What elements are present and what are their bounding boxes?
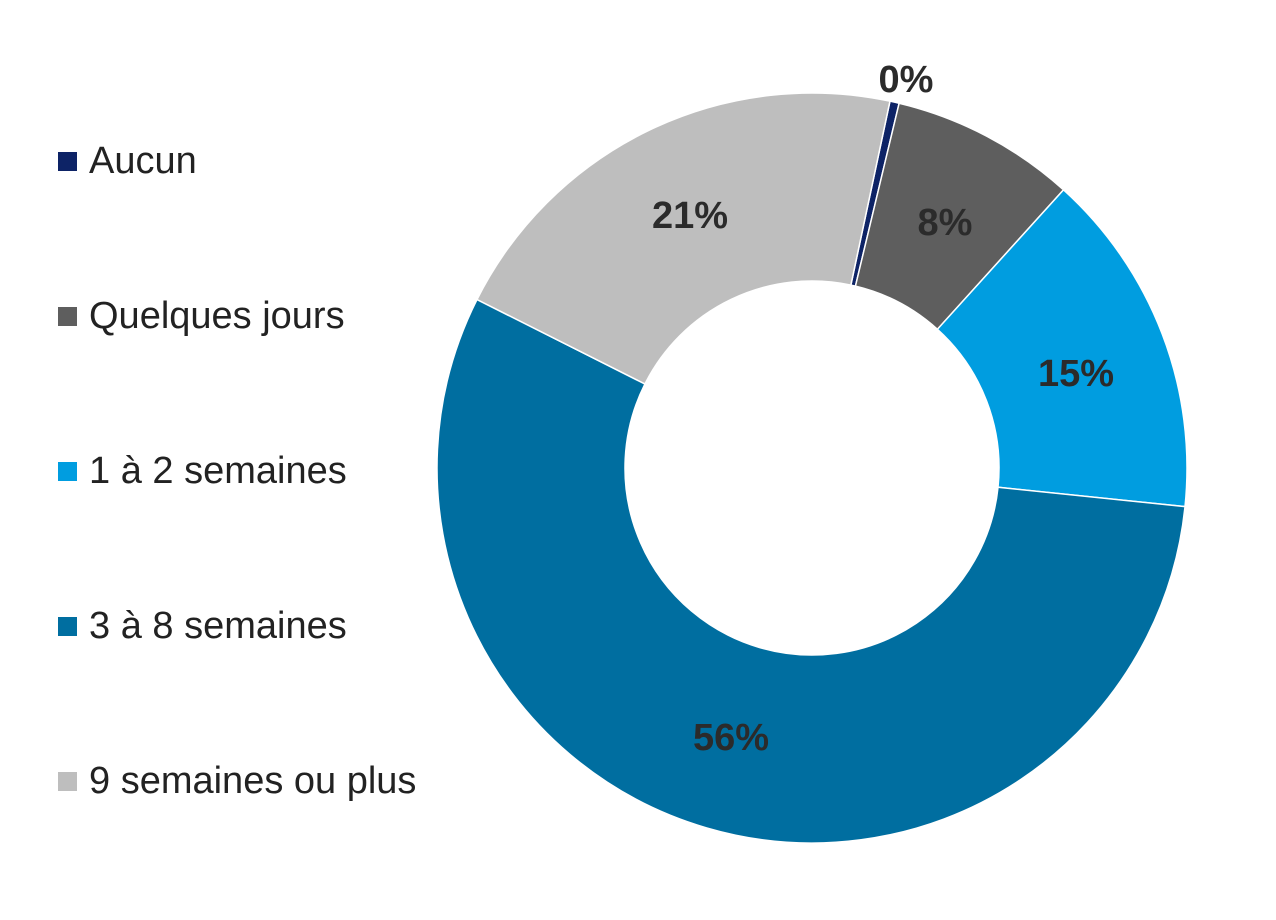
legend-label-quelques-jours: Quelques jours bbox=[89, 295, 345, 337]
slice-9-semaines-ou-plus bbox=[475, 92, 891, 385]
legend-item-aucun: Aucun bbox=[58, 141, 197, 181]
legend-item-quelques-jours: Quelques jours bbox=[58, 296, 345, 336]
legend-swatch-1-2-semaines bbox=[58, 461, 77, 481]
data-label-9-semaines-ou-plus: 21% bbox=[652, 195, 728, 237]
legend-label-9-semaines-ou-plus: 9 semaines ou plus bbox=[89, 760, 417, 802]
slice-1-2-semaines bbox=[936, 188, 1188, 508]
legend-label-aucun: Aucun bbox=[89, 140, 197, 182]
data-label-quelques-jours: 8% bbox=[918, 202, 973, 244]
legend-item-1-2-semaines: 1 à 2 semaines bbox=[58, 451, 347, 491]
legend: Aucun Quelques jours 1 à 2 semaines 3 à … bbox=[58, 0, 478, 920]
data-label-3-8-semaines: 56% bbox=[693, 717, 769, 759]
legend-label-1-2-semaines: 1 à 2 semaines bbox=[89, 450, 347, 492]
legend-label-3-8-semaines: 3 à 8 semaines bbox=[89, 605, 347, 647]
legend-swatch-aucun bbox=[58, 151, 77, 171]
legend-item-9-semaines-ou-plus: 9 semaines ou plus bbox=[58, 761, 416, 801]
data-label-1-2-semaines: 15% bbox=[1038, 353, 1114, 395]
legend-swatch-3-8-semaines bbox=[58, 616, 77, 636]
legend-item-3-8-semaines: 3 à 8 semaines bbox=[58, 606, 347, 646]
data-label-aucun: 0% bbox=[879, 59, 934, 101]
legend-swatch-9-semaines-ou-plus bbox=[58, 771, 77, 791]
slice-3-8-semaines bbox=[436, 298, 1186, 844]
legend-swatch-quelques-jours bbox=[58, 306, 77, 326]
